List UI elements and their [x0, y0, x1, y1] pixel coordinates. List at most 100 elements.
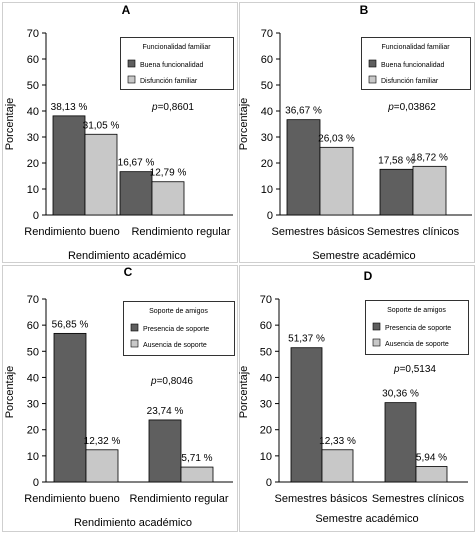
p-value-label: p=0,03862 — [387, 102, 436, 113]
bar-value-label: 16,67 % — [118, 158, 155, 169]
y-tick-label: 60 — [261, 54, 273, 66]
y-tick-label: 60 — [27, 54, 39, 66]
legend-title: Soporte de amigos — [387, 307, 446, 314]
legend-title: Soporte de amigos — [149, 308, 208, 315]
y-tick-label: 10 — [27, 184, 39, 196]
legend-title: Funcionalidad familiar — [381, 44, 450, 51]
legend-entry: Ausencia de soporte — [385, 341, 449, 348]
legend-entry: Presencia de soporte — [385, 325, 451, 332]
x-axis-label: Semestre académico — [312, 250, 415, 262]
bar-value-label: 38,13 % — [51, 102, 88, 113]
y-tick-label: 20 — [261, 158, 273, 170]
x-tick-label: Rendimiento regular — [131, 226, 230, 238]
y-tick-label: 30 — [27, 399, 39, 411]
bar-value-label: 23,74 % — [147, 406, 184, 417]
bar-value-label: 18,72 % — [411, 152, 448, 163]
x-axis-label: Rendimiento académico — [74, 517, 192, 529]
panel-frame — [239, 265, 475, 532]
legend: Funcionalidad familiar Buena funcionalida… — [120, 37, 234, 90]
x-tick-label: Semestres clínicos — [367, 226, 460, 238]
y-tick-label: 60 — [27, 320, 39, 332]
y-axis-label: Porcentaje — [4, 98, 16, 151]
y-tick-label: 10 — [260, 451, 272, 463]
y-tick-label: 30 — [261, 132, 273, 144]
y-tick-label: 0 — [33, 210, 39, 222]
x-axis-label: Semestre académico — [315, 513, 418, 525]
bar — [290, 347, 323, 483]
bar — [384, 402, 417, 483]
legend-swatch — [368, 59, 377, 68]
bar — [52, 115, 86, 216]
bar — [412, 165, 447, 216]
bar — [151, 181, 185, 216]
bar — [119, 171, 153, 216]
y-axis-label: Porcentaje — [238, 366, 250, 419]
legend-entry: Disfunción familiar — [381, 78, 439, 85]
bar-value-label: 26,03 % — [318, 133, 355, 144]
legend-entry: Buena funcionalidad — [381, 62, 445, 69]
legend-entry: Disfunción familiar — [140, 78, 198, 85]
bar-value-label: 12,33 % — [319, 436, 356, 447]
x-tick-label: Semestres básicos — [275, 493, 368, 505]
y-tick-label: 30 — [260, 399, 272, 411]
bar-value-label: 56,85 % — [52, 319, 89, 330]
legend: Soporte de amigos Presencia de soporte Aus… — [365, 300, 469, 355]
x-tick-label: Semestres básicos — [272, 226, 365, 238]
bar-value-label: 12,32 % — [84, 436, 121, 447]
bar — [85, 449, 119, 483]
y-tick-label: 70 — [27, 294, 39, 306]
y-tick-label: 70 — [260, 294, 272, 306]
y-tick-label: 40 — [27, 372, 39, 384]
y-tick-label: 50 — [27, 80, 39, 92]
panel-letter: A — [122, 3, 131, 17]
legend: Soporte de amigos Presencia de soporte Aus… — [123, 301, 235, 356]
bar-value-label: 5,71 % — [181, 453, 212, 464]
bar-value-label: 17,58 % — [378, 155, 415, 166]
panel-letter: C — [124, 265, 133, 279]
bar-value-label: 31,05 % — [83, 120, 120, 131]
bar-value-label: 36,67 % — [285, 106, 322, 117]
legend-swatch — [130, 323, 139, 332]
y-tick-label: 20 — [27, 425, 39, 437]
p-value-label: p=0,8601 — [151, 102, 194, 113]
panel-frame — [239, 2, 475, 263]
panel-d: D 0 10 20 30 40 50 60 70 Porcentaje 51,37 % 12,33 %… — [238, 265, 475, 532]
p-value-label: p=0,8046 — [150, 376, 193, 387]
y-tick-label: 0 — [266, 477, 272, 489]
bar — [84, 133, 118, 216]
panel-b: B 0 10 20 30 40 50 60 70 Porcentaje 36,67 % 26,03 %… — [238, 2, 475, 263]
bar-value-label: 5,94 % — [416, 452, 447, 463]
legend-box — [120, 37, 234, 90]
y-tick-label: 10 — [27, 451, 39, 463]
bar — [286, 119, 321, 216]
x-tick-label: Rendimiento regular — [129, 493, 228, 505]
y-tick-label: 40 — [261, 106, 273, 118]
y-tick-label: 30 — [27, 132, 39, 144]
legend-entry: Ausencia de soporte — [143, 342, 207, 349]
legend-swatch — [368, 75, 377, 84]
legend-swatch — [372, 322, 381, 331]
legend-box — [361, 37, 471, 90]
legend-swatch — [127, 75, 136, 84]
y-tick-label: 20 — [260, 425, 272, 437]
panel-letter: B — [360, 3, 369, 17]
y-tick-label: 0 — [267, 210, 273, 222]
panel-c: C 0 10 20 30 40 50 60 70 Porcentaje 56,85 % 12,32 %… — [2, 265, 238, 532]
legend-swatch — [130, 339, 139, 348]
bar — [148, 419, 182, 483]
bar — [53, 332, 87, 483]
y-axis-label: Porcentaje — [4, 366, 16, 419]
x-axis-label: Rendimiento académico — [68, 250, 186, 262]
bar — [319, 146, 354, 216]
y-tick-label: 60 — [260, 320, 272, 332]
y-tick-label: 20 — [27, 158, 39, 170]
y-tick-label: 70 — [27, 28, 39, 40]
legend-box — [123, 301, 235, 356]
y-tick-label: 70 — [261, 28, 273, 40]
legend-swatch — [372, 338, 381, 347]
legend-entry: Presencia de soporte — [143, 326, 209, 333]
y-tick-label: 40 — [260, 372, 272, 384]
y-tick-label: 50 — [27, 346, 39, 358]
legend-swatch — [127, 59, 136, 68]
